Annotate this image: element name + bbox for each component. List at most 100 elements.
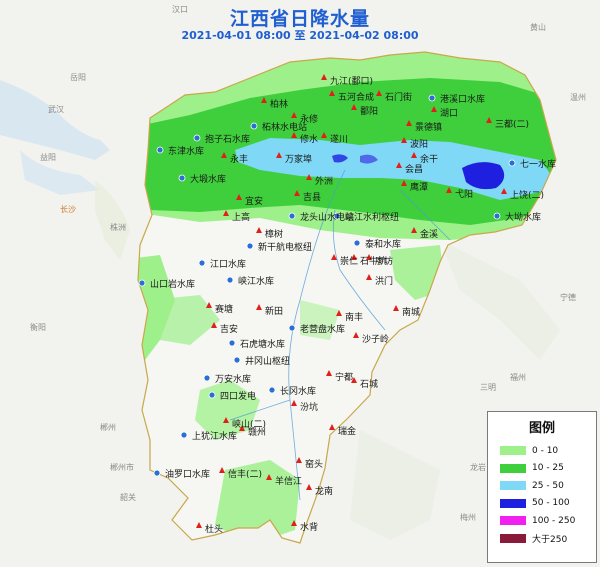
reservoir-icon [288,212,296,220]
station-labels: 九江(鄱口)五河合成 石门街 港溪口水库柘林水电站修水抱子石水库东津水库万家埠外洲大… [150,76,556,535]
station-triangle-icon [351,254,357,260]
station-label: 弋阳 [455,188,473,200]
external-city-label: 三明 [480,383,496,392]
station-label: 瑞金 [338,425,356,437]
station-triangle-icon [396,162,402,168]
station-triangle-icon [401,137,407,143]
legend-swatch [500,463,526,473]
station-triangle-icon [393,305,399,311]
legend-swatch [500,498,526,508]
legend-item: 50 - 100 [488,495,596,513]
station-label: 龙头山水电站 [300,211,354,223]
station-triangle-icon [239,425,245,431]
station-triangle-icon [353,332,359,338]
station-label: 水背 [300,521,318,533]
station-triangle-icon [431,106,437,112]
station-label: 遂川 [330,133,348,145]
station-label: 汾坑 [300,401,318,413]
reservoir-icon [428,94,436,102]
legend-label: 50 - 100 [532,498,570,509]
station-triangle-icon [291,400,297,406]
reservoir-icon [138,279,146,287]
legend-item: 100 - 250 [488,512,596,530]
station-triangle-icon [306,174,312,180]
legend-swatch [500,446,526,456]
external-city-label: 株洲 [110,222,126,232]
station-triangle-icon [211,322,217,328]
station-label: 上饶(二) [510,189,544,201]
station-label: 南丰 [345,311,363,323]
station-label: 宁都 [335,371,353,383]
reservoir-icon [353,239,361,247]
station-label: 会昌 [405,163,423,175]
external-city-label: 温州 [570,93,586,102]
station-label: 泰和水库 [365,238,401,250]
station-triangle-icon [261,97,267,103]
station-label: 永丰 [230,153,248,165]
reservoir-icon [228,339,236,347]
station-triangle-icon [501,188,507,194]
external-city-label: 郴州市 [110,462,134,472]
reservoir-icon [288,324,296,332]
reservoir-icon [246,242,254,250]
external-city-label: 龙岩 [470,462,486,472]
station-triangle-icon [221,152,227,158]
legend-item: 0 - 10 [488,442,596,460]
station-label: 峡江水利枢纽 [345,211,399,223]
station-label: 柏林 [270,98,288,110]
external-city-label: 宁德 [560,292,576,302]
station-triangle-icon [411,152,417,158]
station-triangle-icon [219,467,225,473]
station-markers [138,74,516,528]
station-label: 外洲 [315,175,333,187]
station-triangle-icon [306,484,312,490]
station-label: 上高 [232,211,250,223]
station-label: 龙南 [315,485,333,497]
station-triangle-icon [486,117,492,123]
station-label: 廖坊 [375,255,393,267]
station-label: 万家埠 [285,153,312,165]
station-triangle-icon [366,254,372,260]
station-label: 石城 [360,379,378,390]
station-triangle-icon [351,104,357,110]
rivers [229,169,451,501]
external-city-label: 武汉 [48,104,64,114]
station-label: 五河合成 [338,91,374,103]
reservoir-icon [250,122,258,130]
station-label: 窑头 [305,458,323,470]
external-city-label: 岳阳 [70,72,86,82]
station-triangle-icon [294,190,300,196]
station-label: 鄱阳 [360,106,378,117]
station-triangle-icon [206,302,212,308]
station-triangle-icon [406,120,412,126]
station-label: 石牛坑 [360,255,387,267]
legend-item: 大于250 [488,530,596,548]
station-triangle-icon [256,304,262,310]
station-label: 石虎塘水库 [240,338,285,350]
station-triangle-icon [336,310,342,316]
station-label: 上犹江水库 [192,430,237,442]
station-triangle-icon [326,370,332,376]
external-city-label: 长沙 [60,204,76,214]
station-label: 新干航电枢纽 [258,241,312,253]
station-label: 新田 [265,305,283,317]
station-label: 羊信江 [275,475,302,487]
legend-title: 图例 [528,421,555,436]
station-label: 九江(鄱口) [330,76,373,87]
station-label: 修水 [300,133,318,145]
station-label: 柘林水电站 [262,121,307,133]
external-city-label: 福州 [510,373,526,382]
province-boundary [137,51,557,544]
station-triangle-icon [321,132,327,138]
station-label: 石门街 [385,91,412,103]
legend-label: 大于250 [532,534,568,545]
reservoir-icon [156,146,164,154]
external-city-label: 韶关 [120,492,136,502]
station-triangle-icon [321,74,327,80]
station-label: 峡江水库 [238,275,274,287]
station-label: 长冈水库 [280,385,316,397]
station-label: 峡山(二) [232,418,266,430]
legend-swatch [500,516,526,526]
station-label: 大塅水库 [190,173,226,185]
